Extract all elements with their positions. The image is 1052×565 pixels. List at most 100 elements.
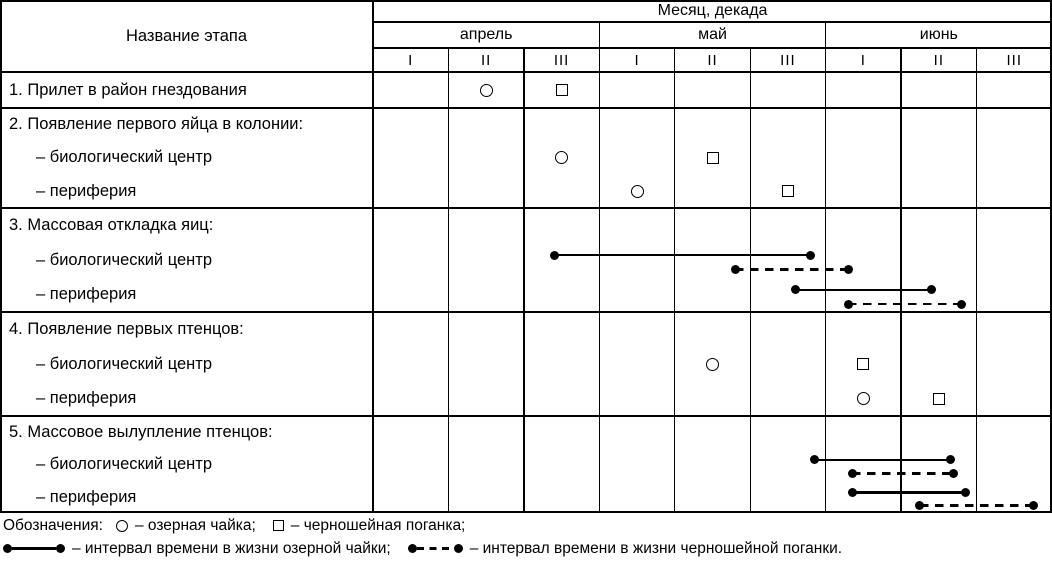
square-marker — [932, 392, 945, 405]
legend-symbol-part — [453, 544, 463, 553]
interval-dashed-line — [852, 471, 954, 475]
grid-line-vertical — [975, 48, 978, 513]
grid-line-vertical — [0, 0, 2, 513]
legend-item: – интервал времени в жизни озерной чайки… — [3, 540, 391, 558]
row-label: – периферия — [36, 285, 137, 304]
interval-endpoint-dot — [1028, 501, 1038, 511]
legend-item: – интервал времени в жизни черношейной п… — [407, 539, 843, 558]
circle-marker — [706, 357, 719, 371]
decade-header: II — [933, 51, 944, 69]
grid-line-horizontal — [0, 511, 1052, 513]
interval-endpoint-dot — [843, 299, 853, 309]
grid-line-horizontal — [0, 415, 1052, 417]
interval-endpoint-dot — [847, 487, 857, 497]
circle-marker — [630, 184, 644, 198]
legend-symbol-part — [416, 547, 454, 550]
section-label: 2. Появление первого яйца в колонии: — [9, 115, 304, 133]
circle-marker — [856, 392, 870, 406]
grid-line-vertical — [447, 48, 450, 513]
grid-line-vertical — [824, 22, 827, 513]
legend-symbol-part — [407, 544, 417, 553]
section-label: 5. Массовое вылупление птенцов: — [9, 423, 273, 441]
legend: Обозначения: – озерная чайка; – черношейн… — [3, 514, 1049, 560]
row-label: – периферия — [36, 181, 137, 200]
legend-item-label: – интервал времени в жизни черношейной п… — [469, 539, 843, 557]
interval-endpoint-dot — [949, 468, 959, 478]
row-label: – периферия — [36, 487, 137, 506]
row-label: – биологический центр — [36, 455, 213, 474]
row-label: – периферия — [36, 389, 137, 408]
interval-endpoint-dot — [960, 487, 970, 497]
interval-dashed-line — [735, 268, 849, 271]
grid-line-horizontal — [0, 107, 1052, 109]
interval-endpoint-dot — [926, 285, 936, 295]
grid-line-vertical — [1050, 0, 1052, 513]
legend-item: – озерная чайка; — [115, 516, 256, 535]
decade-header: III — [780, 51, 796, 69]
grid-line-horizontal — [373, 47, 1052, 49]
legend-line-1: Обозначения: – озерная чайка; – черношейн… — [3, 514, 1049, 537]
row-label: – биологический центр — [36, 354, 213, 373]
decade-header: II — [480, 51, 492, 69]
row-header-title: Название этапа — [125, 26, 248, 45]
grid-line-horizontal — [0, 207, 1052, 209]
section-label: 4. Появление первых птенцов: — [9, 320, 244, 338]
row-label: – биологический центр — [36, 250, 213, 269]
interval-endpoint-dot — [915, 501, 925, 511]
column-group-title: Месяц, декада — [657, 2, 768, 19]
grid-line-vertical — [749, 48, 751, 513]
legend-symbol-part — [12, 547, 56, 550]
legend-item-label: – черношейная поганка; — [290, 516, 466, 534]
circle-icon — [115, 519, 128, 532]
square-marker — [706, 151, 719, 164]
grid-line-vertical — [674, 48, 676, 513]
interval-dashed-line — [848, 302, 962, 306]
square-marker — [781, 185, 794, 198]
decade-header: I — [408, 51, 414, 69]
interval-endpoint-dot — [730, 264, 740, 274]
legend-item: – черношейная поганка; — [272, 516, 466, 535]
dashed-interval-icon — [407, 544, 463, 553]
row-label: 1. Прилет в район гнездования — [9, 81, 247, 99]
month-header: июнь — [919, 26, 958, 43]
interval-solid-line — [852, 490, 966, 494]
interval-endpoint-dot — [847, 468, 857, 478]
interval-dashed-line — [919, 504, 1034, 507]
grid-line-vertical — [598, 22, 601, 513]
grid-line-horizontal — [0, 71, 1052, 73]
square-icon — [272, 520, 284, 531]
table-grid: Название этапа Месяц, декада апрель I II II… — [0, 0, 1052, 513]
solid-interval-icon — [3, 544, 65, 553]
grid-line-vertical — [523, 48, 525, 513]
circle-marker — [555, 151, 569, 165]
legend-item-label: – озерная чайка; — [134, 516, 256, 534]
interval-endpoint-dot — [790, 285, 800, 295]
section-label: 3. Массовая откладка яиц: — [9, 216, 214, 234]
legend-intro: Обозначения: — [3, 516, 103, 534]
interval-endpoint-dot — [809, 455, 819, 465]
decade-header: I — [634, 51, 640, 69]
interval-endpoint-dot — [945, 455, 955, 465]
decade-header: III — [1006, 51, 1023, 69]
interval-endpoint-dot — [806, 250, 816, 260]
interval-solid-line — [814, 458, 951, 462]
legend-symbol-part — [56, 544, 65, 553]
month-header: апрель — [459, 26, 513, 43]
grid-line-vertical — [372, 0, 374, 513]
row-label: – биологический центр — [36, 148, 213, 167]
month-header: май — [698, 26, 727, 43]
decade-header: I — [860, 51, 866, 69]
legend-line-2: – интервал времени в жизни озерной чайки… — [3, 537, 1049, 560]
legend-symbol-part — [3, 544, 12, 553]
interval-endpoint-dot — [549, 250, 559, 260]
interval-solid-line — [554, 253, 811, 257]
grid-line-horizontal — [0, 311, 1052, 313]
grid-line-horizontal — [0, 0, 1052, 2]
circle-marker — [479, 83, 493, 97]
square-marker — [555, 84, 568, 96]
square-marker — [857, 358, 870, 371]
decade-header: III — [553, 51, 570, 69]
interval-solid-line — [795, 288, 932, 292]
grid-line-horizontal — [373, 21, 1052, 23]
